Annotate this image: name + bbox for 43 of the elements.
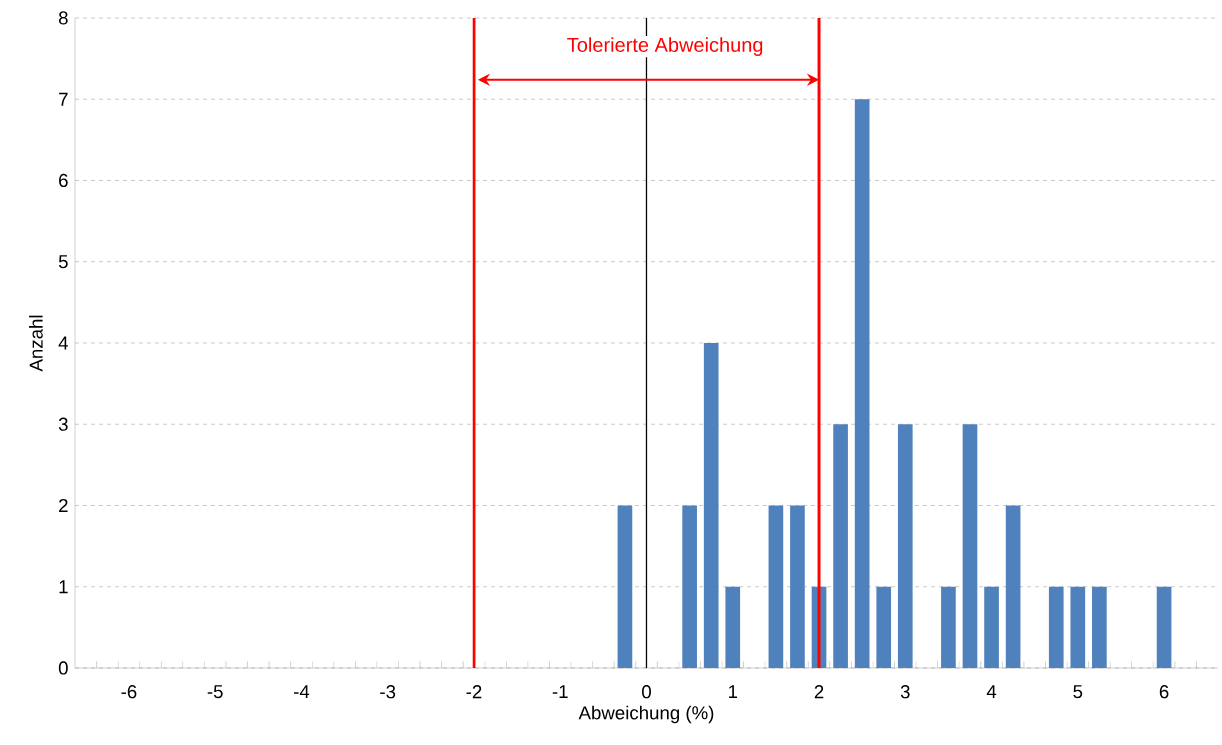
y-tick-label: 2	[59, 498, 68, 512]
y-tick-label: 0	[58, 661, 68, 675]
x-tick-label: -2	[466, 685, 482, 699]
x-tick-label: 0	[642, 685, 651, 699]
bar	[725, 586, 741, 668]
bar	[941, 586, 956, 668]
bar	[897, 424, 913, 668]
annotation: Tolerierte Abweichung	[567, 37, 763, 56]
bar	[790, 505, 805, 668]
x-axis-title: Abweichung (%)	[578, 705, 714, 724]
bar	[833, 424, 848, 668]
y-tick-label: 5	[58, 255, 68, 269]
y-axis-title: Anzahl	[29, 315, 43, 372]
bar	[1048, 586, 1064, 668]
y-tick-label: 6	[59, 173, 68, 188]
bar	[962, 424, 978, 668]
bar	[854, 99, 870, 668]
y-tick-label: 7	[59, 92, 68, 106]
bar	[768, 505, 784, 668]
bar	[1156, 586, 1172, 668]
y-tick-label: 4	[58, 336, 68, 350]
y-tick-label: 3	[58, 417, 68, 431]
bar	[617, 505, 633, 668]
x-tick-label: -3	[380, 685, 396, 699]
x-tick-label: 4	[986, 685, 997, 698]
x-tick-label: 6	[1159, 685, 1169, 699]
bar	[984, 586, 999, 668]
bar	[1092, 586, 1107, 668]
bar	[1005, 505, 1021, 668]
x-tick-label: -4	[293, 685, 310, 698]
bar	[1070, 586, 1086, 668]
bar	[703, 342, 719, 668]
x-tick-label: -6	[121, 685, 137, 699]
x-tick-label: 1	[728, 685, 738, 698]
x-tick-label: 3	[900, 685, 910, 699]
x-tick-label: -1	[552, 685, 568, 698]
y-tick-label: 8	[58, 11, 68, 25]
bar	[876, 586, 892, 668]
x-tick-label: 5	[1073, 685, 1083, 699]
bar	[682, 505, 697, 668]
x-tick-label: -5	[207, 685, 223, 699]
x-tick-label: 2	[814, 685, 824, 699]
y-tick-label: 1	[59, 580, 68, 594]
